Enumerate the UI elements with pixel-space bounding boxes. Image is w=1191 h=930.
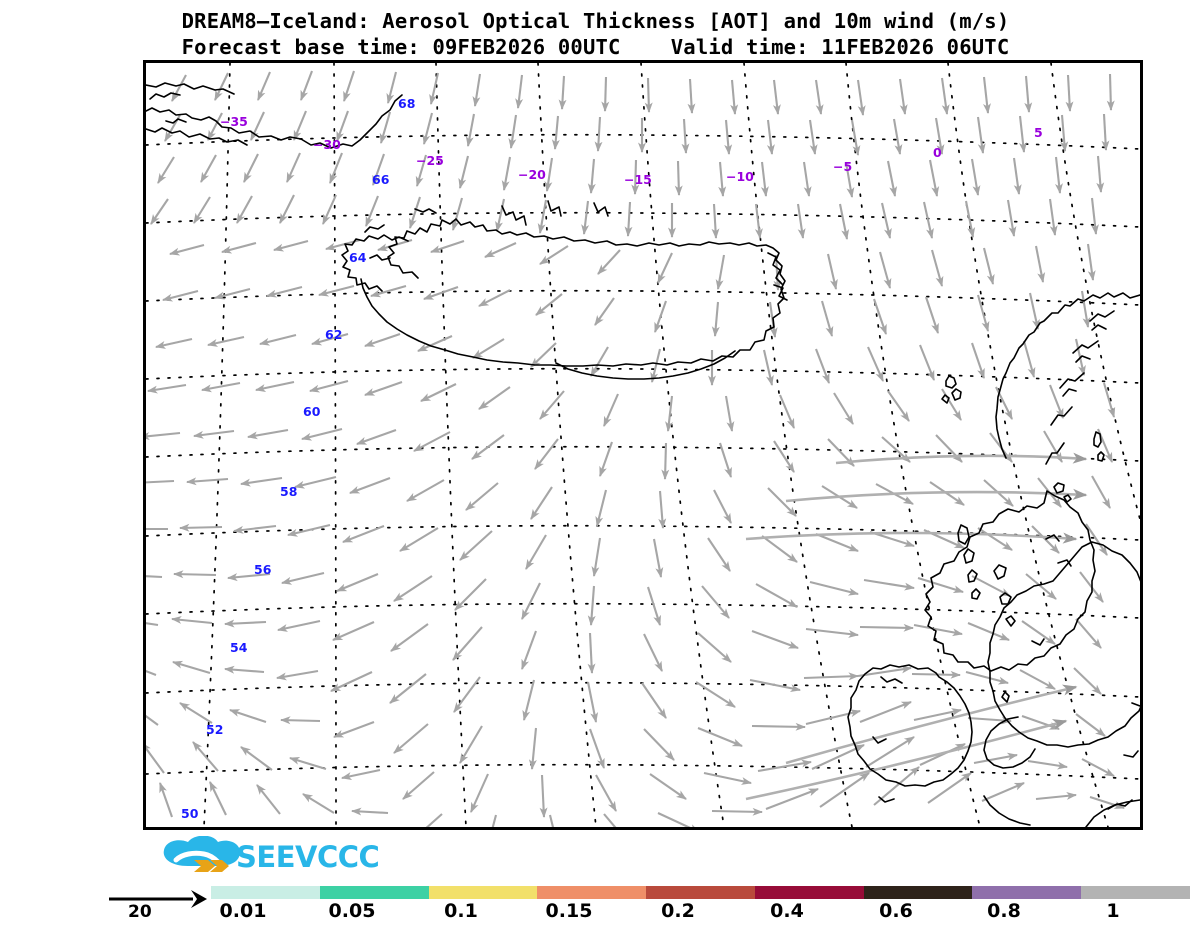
colorbar-tick-0: 0.01 bbox=[219, 900, 267, 922]
colorbar-tick-2: 0.1 bbox=[444, 900, 478, 922]
colorbar-segment-9 bbox=[1081, 886, 1191, 899]
colorbar-segment-5 bbox=[646, 886, 755, 899]
arrow-icon bbox=[194, 860, 215, 872]
coastlines bbox=[146, 82, 1140, 827]
colorbar-segment-1 bbox=[211, 886, 320, 899]
colorbar-tick-8: 1 bbox=[1106, 900, 1120, 922]
colorbar-segment-7 bbox=[863, 886, 973, 899]
colorbar-tick-5: 0.4 bbox=[770, 900, 804, 922]
colorbar-segment-8 bbox=[972, 886, 1082, 899]
colorbar-tick-3: 0.15 bbox=[545, 900, 593, 922]
title-line-2: Forecast base time: 09FEB2026 00UTC Vali… bbox=[181, 35, 1010, 59]
wind-reference-label: 20 bbox=[128, 902, 152, 922]
title-line-1: DREAM8—Iceland: Aerosol Optical Thicknes… bbox=[181, 9, 1010, 33]
logo-text: SEEVCCC bbox=[236, 840, 380, 874]
aot-colorbar[interactable] bbox=[211, 886, 1191, 899]
page-title: DREAM8—Iceland: Aerosol Optical Thicknes… bbox=[0, 8, 1191, 60]
cloud-inner-curve bbox=[173, 850, 221, 865]
colorbar-tick-4: 0.2 bbox=[661, 900, 695, 922]
colorbar-segment-2 bbox=[319, 886, 429, 899]
arrow-icon-2 bbox=[210, 860, 229, 872]
map-plot-area[interactable]: 68 66 64 62 60 58 56 54 52 50 −35 −30 −2… bbox=[143, 60, 1143, 830]
cloud-icon bbox=[163, 836, 240, 866]
graticule-lines bbox=[146, 63, 1140, 827]
colorbar-segment-6 bbox=[754, 886, 864, 899]
colorbar-segment-3 bbox=[428, 886, 538, 899]
colorbar-tick-7: 0.8 bbox=[987, 900, 1021, 922]
wind-reference-arrow bbox=[109, 890, 207, 908]
colorbar-segment-4 bbox=[537, 886, 647, 899]
map-canvas bbox=[146, 63, 1140, 827]
wind-vector-field bbox=[146, 70, 1125, 827]
colorbar-tick-6: 0.6 bbox=[879, 900, 913, 922]
colorbar-tick-labels: 0.01 0.05 0.1 0.15 0.2 0.4 0.6 0.8 1 bbox=[211, 900, 1190, 928]
seevccc-logo bbox=[163, 836, 240, 872]
colorbar-tick-1: 0.05 bbox=[328, 900, 376, 922]
